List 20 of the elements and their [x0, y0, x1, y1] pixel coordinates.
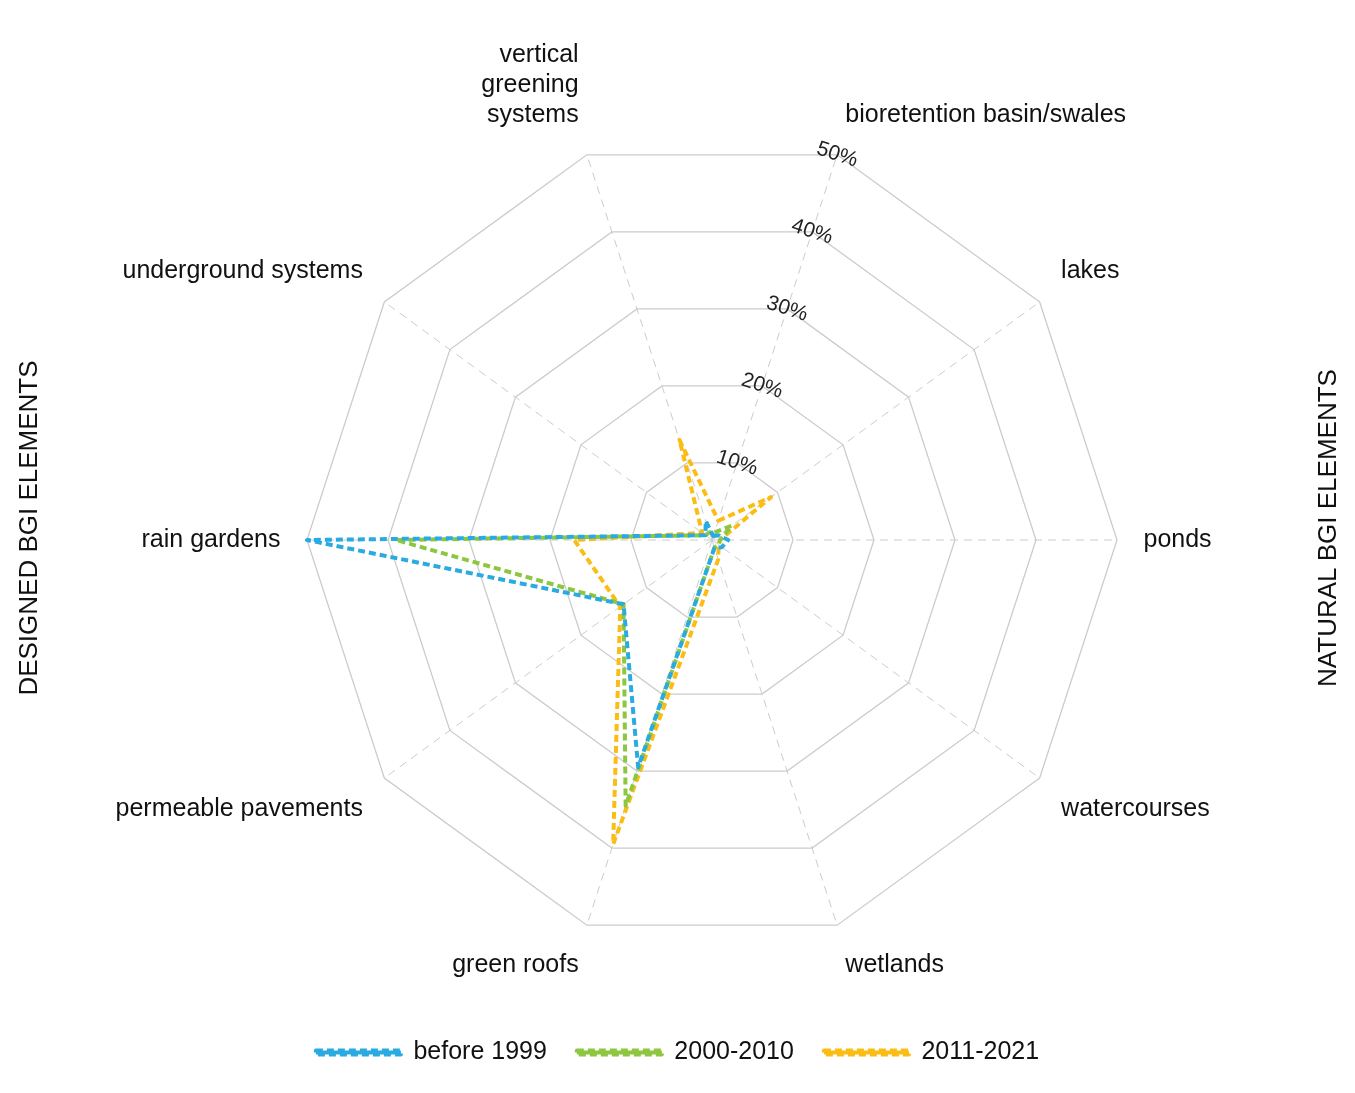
legend-label: 2011-2021 — [921, 1036, 1040, 1065]
spoke-label: green roofs — [452, 949, 579, 978]
spoke-label: bioretention basin/swales — [845, 98, 1127, 127]
spoke-label: permeable pavements — [115, 792, 363, 821]
spoke-label: wetlands — [844, 949, 945, 978]
legend-label: 2000-2010 — [674, 1036, 794, 1065]
text: DESIGNED BGI ELEMENTS — [12, 360, 44, 696]
spoke-label: underground systems — [122, 255, 363, 284]
y-tick-label: 40% — [789, 212, 837, 248]
spoke-label: watercourses — [1060, 792, 1210, 821]
text: NATURAL BGI ELEMENTS — [1311, 369, 1343, 687]
y-tick-label: 20% — [739, 366, 787, 402]
spoke-label: rain gardens — [141, 523, 281, 552]
legend-label: before 1999 — [413, 1036, 547, 1065]
spoke-label: vertical greening systems — [481, 38, 579, 127]
y-tick-label: 50% — [814, 135, 862, 171]
y-tick-label: 30% — [764, 289, 812, 325]
spoke-label: ponds — [1143, 523, 1212, 552]
y-tick-label: 10% — [714, 443, 762, 479]
spoke-label: lakes — [1061, 255, 1120, 284]
